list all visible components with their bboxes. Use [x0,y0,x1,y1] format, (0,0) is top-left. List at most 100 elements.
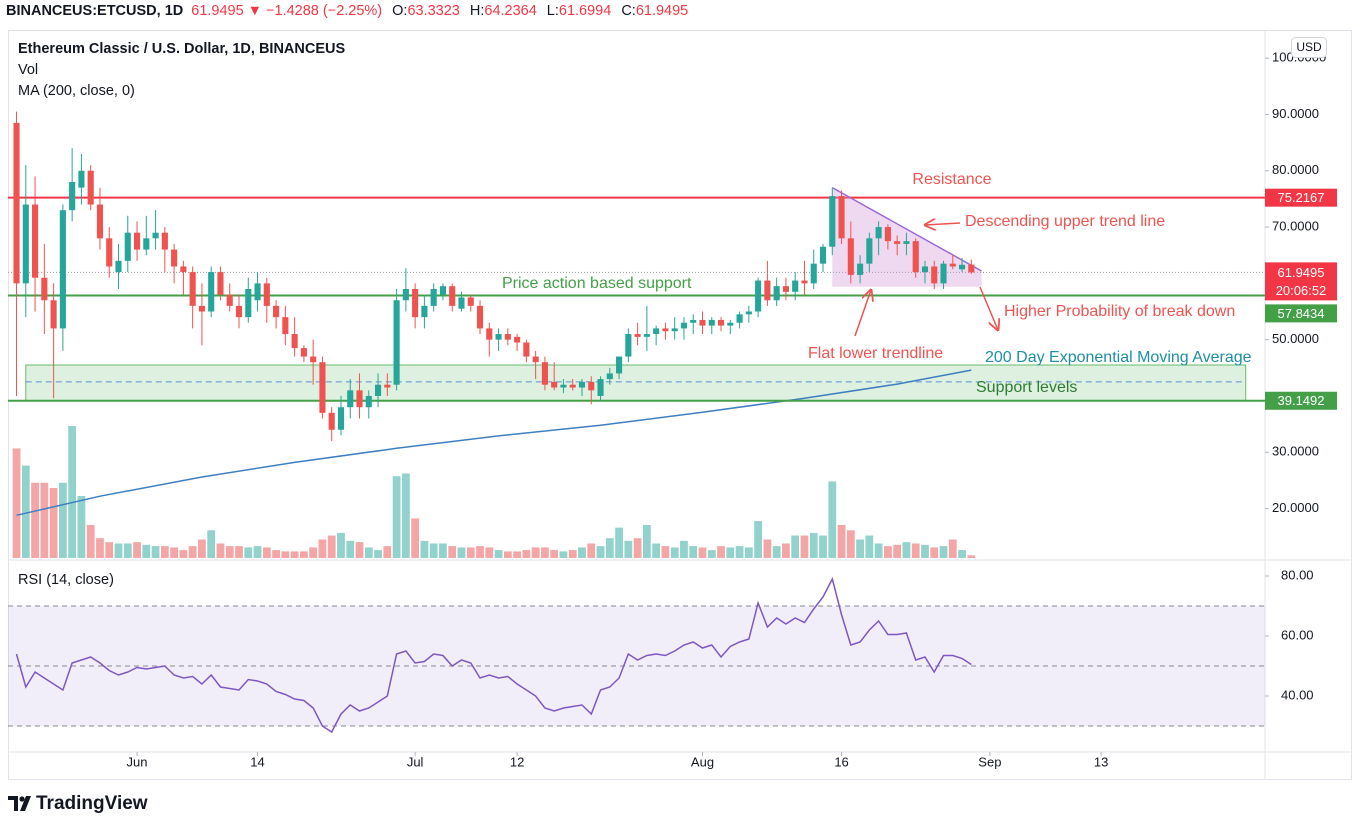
annotation-arrow [854,290,871,337]
last-price-box [1265,262,1337,301]
candle-body [337,407,345,430]
volume-bar [364,547,373,558]
candle-body [439,286,447,295]
rsi-y-tick-label: 60.00 [1281,627,1314,642]
candle-body [810,263,817,284]
candle-body [235,305,243,318]
ohlc-value: 64.2364 [484,3,537,19]
volume-bar [744,547,753,558]
volume-bar [791,535,800,558]
candle-body [59,210,66,329]
volume-bar [457,547,466,558]
volume-bar [309,547,318,558]
volume-bar [828,481,837,558]
volume-bar [661,546,670,558]
ohlc-value: 63.3323 [407,3,460,19]
candle-body [782,286,789,292]
support-zone [25,364,1247,402]
annotation: Support levels [976,379,1077,396]
volume-bar [819,535,827,558]
volume-bar [383,546,392,558]
ohlc-value: 61.6994 [558,3,612,19]
currency-button[interactable] [1291,37,1327,58]
volume-bar [40,482,49,558]
logo-mark [8,796,18,811]
candle-body [708,319,715,326]
volume-bar [531,547,540,558]
annotation-arrow [979,286,998,330]
ohlc-label: H: [469,3,485,19]
volume-bar [411,518,420,558]
volume-bar [680,540,688,558]
volume-bar [207,530,216,558]
x-tick-label: Aug [691,754,714,769]
volume-bar [624,540,633,558]
candle-body [690,319,697,323]
volume-bar [253,546,262,558]
candle-body [458,297,465,309]
candle-body [588,381,595,391]
candle-body [857,263,864,275]
candle-body [13,122,20,284]
level-label-box [1265,188,1337,207]
volume-bar [58,482,67,558]
candle-body [32,204,39,278]
logo-mark [20,796,31,811]
volume-bar [179,550,188,558]
y-tick-label: 70.0000 [1272,218,1319,233]
volume-bar [865,535,874,558]
candle-body [254,283,261,301]
volume-bar [300,551,308,558]
candle-body [931,266,938,284]
currency[interactable]: USD [1296,40,1322,54]
volume-bar [262,547,271,558]
candle-body [449,286,456,306]
candle-body [384,384,391,388]
candle-body [727,322,734,326]
volume-bar [948,539,957,558]
upper-trendline [831,186,982,272]
volume-bar [726,547,735,558]
volume-bar [578,547,586,558]
volume-bar [466,547,475,558]
volume-bar [105,542,114,558]
candle-body [949,263,956,267]
candle-body [578,381,586,388]
ohlc-value: 61.9495 [635,3,689,19]
candle-body [310,356,317,363]
volume-bar [133,542,141,558]
candle-body [699,319,706,326]
candle-body [940,263,947,284]
volume-bar [652,543,661,558]
countdown: 20:06:52 [1276,283,1327,298]
candle-body [124,232,131,261]
candle-body [792,280,799,292]
volume-bar [401,473,410,558]
volume-bar [86,525,95,558]
candle-body [189,272,196,306]
candle-body [717,319,725,326]
candle-body [495,334,502,340]
candle-body [171,249,178,267]
y-tick-label: 80.0000 [1272,162,1319,177]
volume-bar [670,547,679,558]
candle-body [569,384,576,388]
candle-body [616,356,623,374]
volume-bar [596,546,605,558]
annotation: Descending upper trend line [965,213,1165,230]
candle-body [884,227,891,242]
candle-body [541,362,548,385]
candle-body [263,283,270,306]
candle-body [319,362,326,413]
level-label-box [1265,304,1337,323]
candle-body [819,246,827,264]
annotation: 200 Day Exponential Moving Average [985,349,1252,366]
candle-body [300,348,307,357]
volume-bar [49,488,58,558]
volume-bar [485,547,494,558]
volume-bar [429,543,438,558]
candle-body [245,288,252,318]
volume-bar [772,546,781,558]
candle-body [745,311,752,315]
